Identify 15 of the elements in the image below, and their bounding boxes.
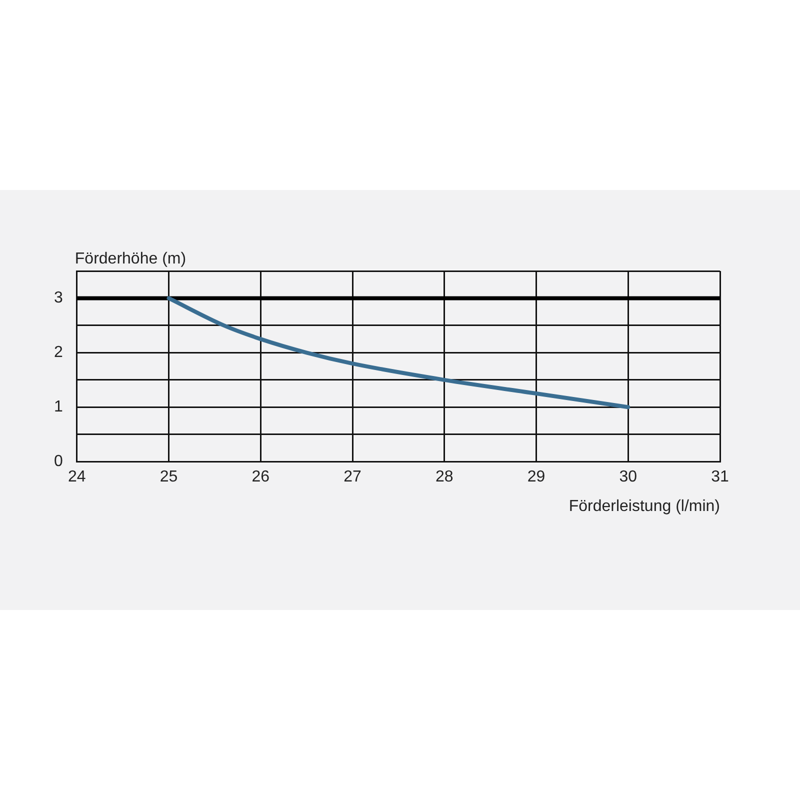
x-tick-label: 28 <box>435 468 454 486</box>
y-tick-label: 1 <box>54 398 63 416</box>
x-tick-label: 31 <box>711 468 729 486</box>
y-tick-label: 0 <box>54 453 63 470</box>
y-tick-label: 2 <box>54 344 63 362</box>
y-tick-label: 3 <box>54 290 63 307</box>
x-tick-label: 29 <box>527 468 546 486</box>
x-axis-title: Förderleistung (l/min) <box>568 498 720 515</box>
x-tick-label: 30 <box>619 468 638 486</box>
y-axis-title: Förderhöhe (m) <box>74 250 186 268</box>
x-tick-label: 24 <box>68 468 86 486</box>
x-tick-label: 27 <box>344 468 362 486</box>
line-series <box>166 296 630 410</box>
x-tick-label: 25 <box>160 468 178 486</box>
x-tick-label: 26 <box>252 468 270 486</box>
